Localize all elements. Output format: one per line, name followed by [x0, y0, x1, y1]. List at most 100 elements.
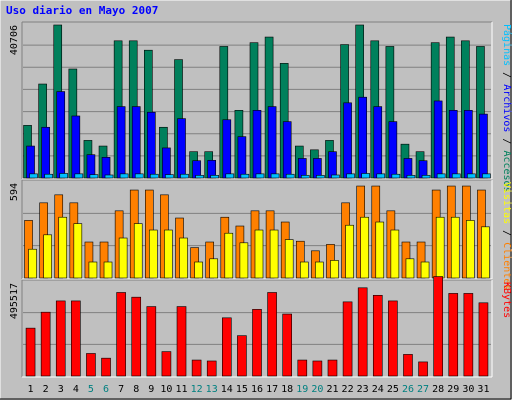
- bar-visitas-day-10: [164, 229, 173, 279]
- bar-archivos-day-21: [328, 151, 337, 179]
- bar-paginas-day-22: [346, 173, 355, 179]
- bar-archivos-day-8: [131, 106, 141, 179]
- bar-paginas-day-19: [300, 175, 310, 179]
- bar-kbytes-day-11: [176, 306, 187, 377]
- bar-kbytes-day-7: [116, 292, 126, 377]
- bar-archivos-day-10: [162, 147, 171, 179]
- bar-visitas-day-21: [330, 260, 339, 279]
- bar-archivos-day-14: [222, 119, 232, 179]
- bar-visitas-day-13: [209, 258, 219, 279]
- x-axis-labels: 1 2 3 4 5 6 7 8 9 10 11 12 13 14 15 16 17 18 19 20 21 22 23 24 2…: [28, 384, 490, 395]
- bar-kbytes-day-20: [312, 360, 323, 377]
- bar-visitas-day-3: [58, 216, 68, 279]
- bar-paginas-day-15: [240, 173, 250, 179]
- bar-paginas-day-28: [436, 173, 446, 179]
- bar-archivos-day-23: [358, 96, 367, 179]
- bar-paginas-day-27: [421, 175, 431, 179]
- bar-kbytes-day-28: [433, 276, 443, 377]
- x-tick-label: 6: [103, 384, 109, 395]
- legend-label-visitas: Visitas: [501, 182, 512, 224]
- legend-label-kbytes: KBytes: [501, 282, 512, 318]
- bar-kbytes-day-10: [161, 351, 172, 377]
- bar-paginas-day-17: [270, 173, 280, 179]
- x-tick-label: 7: [118, 384, 124, 395]
- bar-archivos-day-16: [252, 110, 262, 179]
- bar-kbytes-day-3: [55, 300, 66, 377]
- x-tick-label: 25: [387, 384, 399, 395]
- bar-archivos-day-11: [177, 118, 186, 179]
- bar-kbytes-day-30: [463, 293, 474, 377]
- bar-visitas-day-20: [315, 261, 324, 279]
- legend-kbytes: KBytes: [501, 282, 512, 318]
- legend-separator: /: [501, 224, 512, 242]
- bar-paginas-day-31: [482, 173, 491, 179]
- x-tick-label: 31: [477, 384, 489, 395]
- bar-paginas-day-2: [44, 173, 53, 179]
- bar-kbytes-day-22: [342, 301, 353, 377]
- bar-paginas-day-26: [406, 175, 416, 179]
- x-tick-label: 24: [372, 384, 384, 395]
- bar-visitas-day-31: [481, 226, 490, 279]
- bar-kbytes-day-15: [237, 335, 247, 377]
- bar-visitas-day-7: [118, 237, 128, 279]
- bar-archivos-day-18: [282, 121, 292, 179]
- bar-archivos-day-15: [237, 136, 247, 179]
- x-tick-label: 30: [462, 384, 474, 395]
- bar-kbytes-day-8: [131, 296, 142, 377]
- bar-paginas-day-12: [195, 175, 204, 179]
- bar-visitas-day-27: [420, 261, 430, 279]
- bar-archivos-day-7: [116, 106, 126, 179]
- bar-archivos-day-3: [56, 91, 66, 179]
- bar-archivos-day-25: [388, 121, 398, 179]
- bar-paginas-day-18: [285, 173, 295, 179]
- x-tick-label: 4: [73, 384, 79, 395]
- bar-paginas-day-29: [451, 173, 461, 179]
- x-tick-label: 1: [28, 384, 34, 395]
- x-tick-label: 15: [236, 384, 248, 395]
- legend-separator: /: [501, 132, 512, 150]
- bar-visitas-day-23: [360, 216, 369, 279]
- bar-paginas-day-13: [210, 175, 220, 179]
- bar-paginas-day-8: [134, 173, 144, 179]
- x-tick-label: 14: [221, 384, 233, 395]
- series-archivos: [26, 91, 488, 179]
- x-tick-label: 16: [251, 384, 263, 395]
- bar-visitas-day-1: [28, 248, 37, 279]
- legend-hits: Páginas / Archivos / Accesos: [501, 24, 512, 193]
- bar-archivos-day-2: [41, 126, 50, 179]
- bar-visitas-day-30: [466, 220, 475, 279]
- bar-kbytes-day-9: [146, 306, 157, 377]
- y-max-label: 495517: [9, 283, 20, 319]
- x-tick-label: 13: [206, 384, 218, 395]
- bar-kbytes-day-13: [206, 360, 217, 377]
- bar-visitas-day-5: [88, 261, 98, 279]
- bar-kbytes-day-27: [418, 361, 428, 377]
- bar-paginas-day-5: [89, 174, 99, 179]
- panels: 40706 Páginas / Archivos / Accesos 594 Visi…: [9, 21, 512, 378]
- bar-archivos-day-24: [373, 106, 383, 179]
- bar-archivos-day-26: [403, 158, 413, 179]
- bar-visitas-day-29: [450, 216, 460, 279]
- bar-archivos-day-1: [26, 145, 35, 179]
- bar-kbytes-day-6: [101, 357, 111, 377]
- bar-paginas-day-9: [150, 173, 159, 179]
- bar-visitas-day-17: [269, 229, 279, 279]
- legend-separator: /: [501, 66, 512, 84]
- bar-visitas-day-9: [149, 229, 158, 279]
- x-tick-label: 12: [191, 384, 203, 395]
- bar-visitas-day-4: [73, 223, 83, 279]
- bar-paginas-day-23: [361, 173, 370, 179]
- bar-paginas-day-30: [467, 173, 476, 179]
- bar-kbytes-day-24: [372, 294, 383, 377]
- bar-kbytes-day-16: [252, 309, 262, 377]
- bar-visitas-day-8: [133, 223, 143, 279]
- bar-kbytes-day-19: [297, 359, 308, 377]
- bar-paginas-day-7: [119, 173, 129, 179]
- bar-visitas-day-22: [345, 224, 354, 279]
- x-tick-label: 18: [281, 384, 293, 395]
- x-tick-label: 9: [148, 384, 154, 395]
- x-tick-label: 28: [432, 384, 444, 395]
- bar-archivos-day-28: [433, 100, 443, 179]
- bar-paginas-day-3: [59, 173, 69, 179]
